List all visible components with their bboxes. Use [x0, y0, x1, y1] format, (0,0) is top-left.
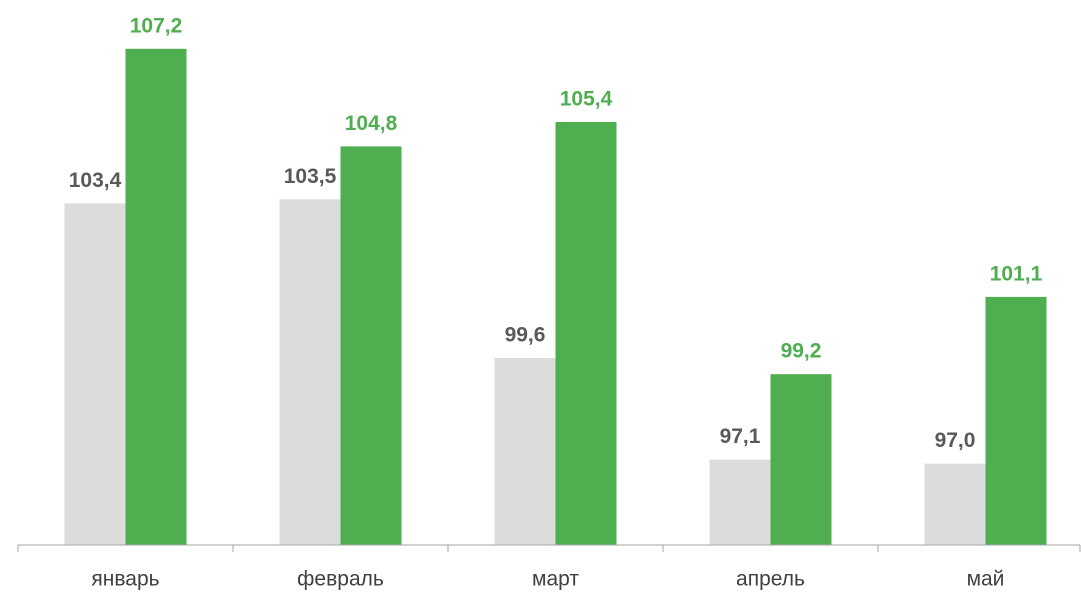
value-label: 99,2: [781, 340, 822, 363]
bar: [279, 199, 341, 545]
bar: [924, 463, 986, 545]
bar: [555, 122, 617, 545]
x-tick-label: февраль: [297, 568, 384, 591]
value-label: 99,6: [505, 323, 546, 346]
x-tick-label: май: [967, 568, 1005, 591]
bar: [770, 374, 832, 545]
x-tick-label: январь: [91, 568, 159, 591]
value-label: 107,2: [130, 14, 183, 37]
value-label: 97,1: [720, 425, 761, 448]
value-label: 103,5: [284, 165, 337, 188]
x-tick-label: апрель: [736, 568, 805, 591]
bar: [985, 296, 1047, 545]
bar: [64, 203, 126, 545]
value-label: 103,4: [69, 169, 122, 192]
bar: [125, 48, 187, 545]
value-label: 104,8: [345, 112, 398, 135]
bar: [709, 459, 771, 545]
value-label: 97,0: [935, 429, 976, 452]
value-label: 101,1: [990, 262, 1043, 285]
value-label: 105,4: [560, 88, 613, 111]
x-tick-label: март: [532, 568, 579, 591]
bar: [340, 146, 402, 545]
bar: [494, 357, 556, 545]
